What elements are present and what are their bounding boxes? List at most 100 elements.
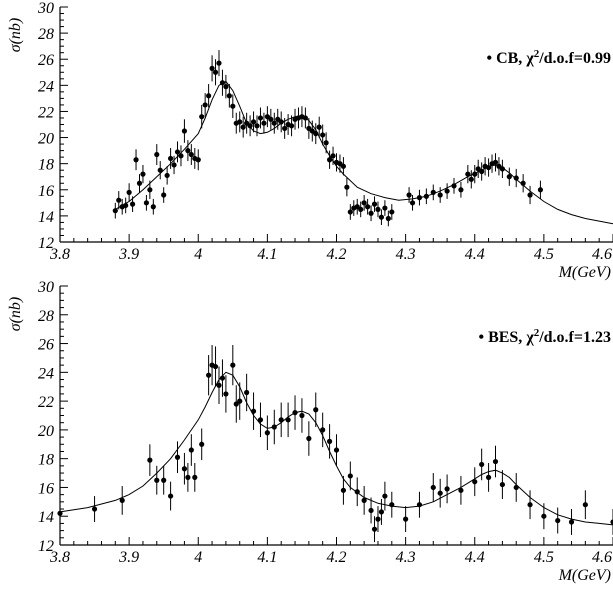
data-point bbox=[223, 84, 229, 90]
data-point bbox=[119, 497, 125, 503]
y-tick-label: 14 bbox=[38, 509, 54, 526]
data-point bbox=[237, 398, 243, 404]
x-tick-label: 3.9 bbox=[118, 549, 139, 566]
data-point bbox=[202, 102, 208, 108]
data-point bbox=[375, 516, 381, 522]
data-point bbox=[320, 132, 326, 138]
x-tick-label: 3.8 bbox=[49, 549, 70, 566]
data-point bbox=[271, 424, 277, 430]
y-tick-label: 20 bbox=[38, 423, 54, 440]
legend-label: • CB, χ2/d.o.f=0.99 bbox=[486, 48, 611, 67]
y-axis-title: σ(nb) bbox=[7, 18, 24, 53]
x-tick-label: 4.4 bbox=[465, 549, 485, 566]
data-point bbox=[230, 103, 236, 109]
data-point bbox=[458, 187, 464, 193]
data-point bbox=[278, 417, 284, 423]
data-point bbox=[216, 60, 222, 66]
data-point bbox=[154, 151, 160, 158]
data-point bbox=[361, 200, 367, 206]
data-point bbox=[378, 214, 385, 220]
data-point bbox=[264, 430, 270, 436]
y-tick-label: 12 bbox=[38, 235, 54, 252]
data-point bbox=[219, 80, 226, 86]
data-point bbox=[212, 363, 219, 370]
x-tick-label: 4.6 bbox=[592, 549, 612, 566]
data-point bbox=[91, 506, 98, 512]
x-tick-label: 4.1 bbox=[257, 549, 277, 566]
data-point bbox=[178, 153, 184, 159]
data-point bbox=[181, 128, 188, 134]
x-tick-label: 4.3 bbox=[396, 549, 416, 566]
data-point bbox=[513, 484, 519, 491]
data-point bbox=[323, 140, 329, 146]
data-point bbox=[157, 167, 163, 173]
data-point bbox=[271, 120, 277, 126]
y-tick-label: 26 bbox=[38, 337, 54, 354]
data-point bbox=[112, 208, 118, 214]
data-point bbox=[472, 479, 478, 485]
data-point bbox=[555, 517, 561, 524]
data-point bbox=[223, 391, 229, 397]
legend-superscript: 2 bbox=[534, 327, 540, 339]
data-point bbox=[216, 382, 222, 388]
data-point bbox=[582, 502, 588, 508]
data-point bbox=[479, 461, 485, 468]
data-point bbox=[250, 408, 257, 414]
y-tick-label: 22 bbox=[38, 394, 54, 411]
data-point bbox=[437, 192, 443, 198]
data-point bbox=[199, 114, 205, 120]
y-tick-label: 24 bbox=[38, 78, 54, 95]
data-point bbox=[368, 210, 374, 216]
data-point bbox=[423, 193, 429, 199]
data-point bbox=[250, 119, 257, 125]
data-point bbox=[371, 201, 378, 207]
data-point bbox=[371, 526, 378, 532]
data-point bbox=[313, 131, 319, 137]
data-point bbox=[244, 389, 250, 396]
x-axis-title: M(GeV) bbox=[558, 567, 611, 584]
data-point bbox=[292, 410, 298, 416]
x-tick-label: 4.5 bbox=[534, 549, 554, 566]
data-point bbox=[257, 115, 264, 121]
y-tick-label: 30 bbox=[37, 279, 54, 296]
data-point bbox=[174, 149, 181, 155]
data-point bbox=[161, 192, 167, 198]
data-point bbox=[209, 65, 215, 71]
data-point bbox=[168, 155, 174, 162]
data-point bbox=[168, 493, 174, 499]
data-point bbox=[499, 166, 505, 172]
y-tick-label: 28 bbox=[38, 308, 54, 325]
data-point bbox=[123, 202, 129, 209]
data-point bbox=[188, 151, 194, 158]
data-point bbox=[326, 157, 333, 163]
data-point bbox=[136, 180, 143, 186]
cb-panel: 12 14 16 18 20 22 24 26 28 30 3.8 3.9 4 4.1 4.2 4.3 4.4 4… bbox=[7, 0, 613, 281]
data-point bbox=[206, 372, 212, 378]
data-point bbox=[358, 206, 364, 212]
legend-statistic: /d.o.f=1.23 bbox=[538, 329, 611, 346]
data-point bbox=[140, 171, 146, 177]
data-point bbox=[188, 447, 194, 453]
data-point bbox=[513, 175, 519, 181]
data-point bbox=[154, 477, 160, 483]
data-point bbox=[161, 477, 167, 483]
data-point bbox=[147, 457, 153, 463]
data-point bbox=[147, 187, 153, 193]
data-point bbox=[330, 153, 336, 159]
data-point bbox=[527, 192, 533, 198]
data-point bbox=[365, 204, 371, 210]
data-point bbox=[610, 519, 613, 525]
legend-superscript: 2 bbox=[534, 48, 540, 60]
data-point bbox=[116, 197, 122, 203]
data-point bbox=[354, 489, 360, 495]
x-tick-label: 4 bbox=[194, 246, 202, 263]
data-point bbox=[185, 148, 191, 154]
data-point bbox=[537, 187, 544, 193]
data-point bbox=[171, 162, 177, 168]
y-tick-label: 18 bbox=[38, 157, 54, 174]
legend-statistic: /d.o.f=0.99 bbox=[538, 50, 611, 67]
y-tick-label: 14 bbox=[38, 209, 54, 226]
data-point bbox=[285, 417, 291, 423]
data-point bbox=[416, 502, 423, 508]
data-point bbox=[389, 209, 395, 215]
